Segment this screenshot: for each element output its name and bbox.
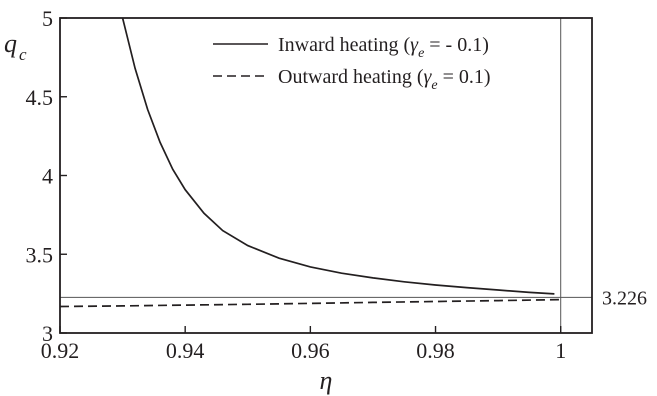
y-axis-title-main: q — [4, 29, 17, 58]
y-tick-label: 5 — [42, 6, 53, 31]
x-tick-label: 0.96 — [291, 338, 330, 363]
x-axis-title-text: η — [320, 366, 333, 395]
y-tick-label: 3.5 — [26, 242, 54, 267]
legend-inward-prefix: Inward heating ( — [278, 34, 411, 56]
y-axis-title: q c — [4, 29, 27, 64]
legend: Inward heating (γe = - 0.1) Outward heat… — [213, 34, 491, 93]
legend-outward-symbol: γ — [424, 66, 433, 88]
legend-inward-symbol: γ — [410, 34, 419, 56]
reference-value-label: 3.226 — [602, 287, 647, 309]
x-tick-label: 1 — [555, 338, 566, 363]
y-axis-title-subscript: c — [19, 45, 27, 64]
legend-outward-prefix: Outward heating ( — [278, 66, 424, 88]
legend-outward-subscript: e — [431, 78, 437, 93]
series-line-inward-heating — [121, 17, 555, 295]
legend-inward-subscript: e — [418, 46, 424, 61]
x-tick-label: 0.94 — [166, 338, 205, 363]
x-tick-label: 0.98 — [416, 338, 455, 363]
reference-lines — [60, 18, 592, 333]
y-tick-label: 4.5 — [26, 85, 54, 110]
series-lines — [59, 17, 561, 308]
legend-outward-suffix: = 0.1) — [438, 66, 491, 88]
x-axis-title: η — [320, 366, 333, 395]
y-tick-label: 3 — [42, 321, 53, 346]
legend-label-inward: Inward heating (γe = - 0.1) — [278, 34, 489, 61]
legend-label-outward: Outward heating (γe = 0.1) — [278, 66, 491, 93]
series-line-outward-heating — [59, 298, 561, 308]
legend-inward-suffix: = - 0.1) — [424, 34, 489, 56]
x-tick-label: 0.92 — [41, 338, 80, 363]
axis-ticks: 0.92 0.94 0.96 0.98 1 3 3.5 4 4.5 5 — [26, 6, 567, 363]
y-tick-label: 4 — [42, 164, 53, 189]
